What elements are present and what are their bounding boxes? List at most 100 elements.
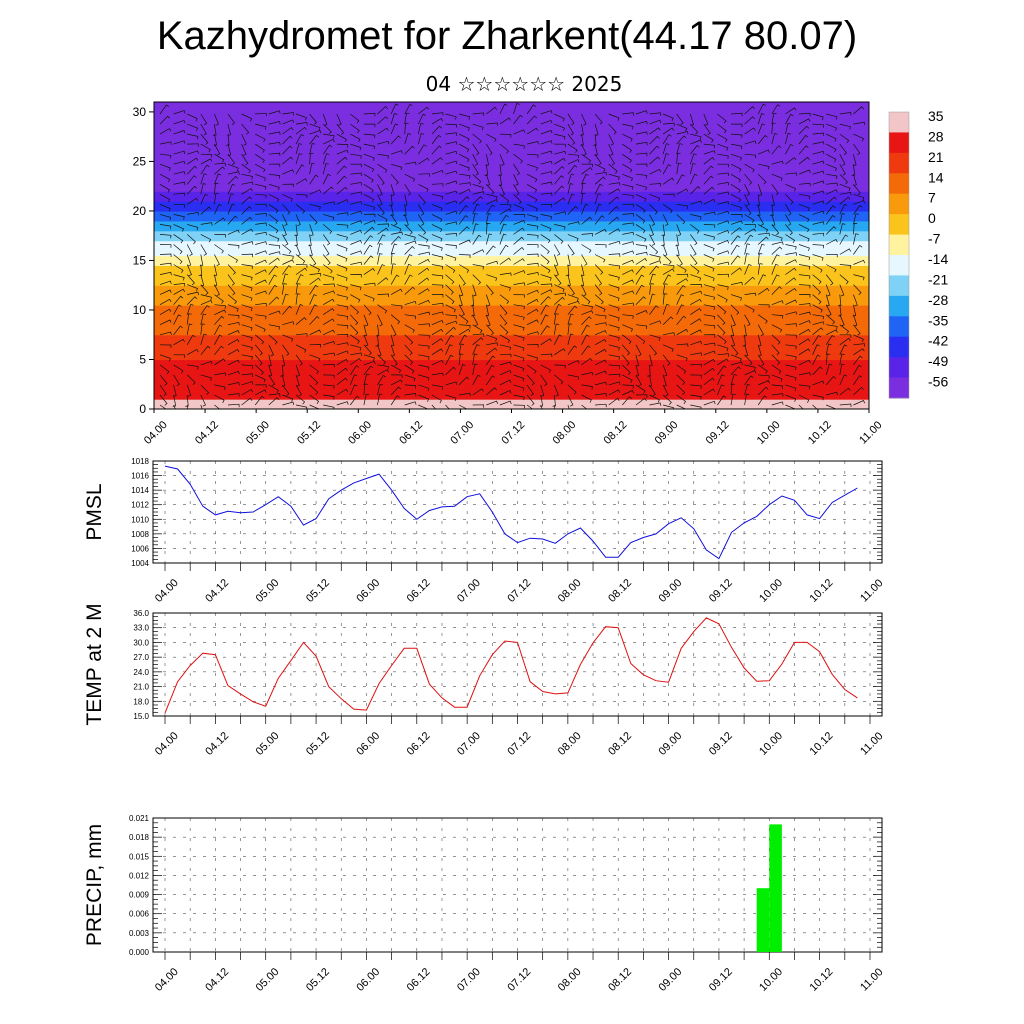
wind-barb: [757, 184, 763, 197]
x-tick-label: 09.00: [656, 966, 684, 994]
wind-barb: [744, 263, 752, 275]
wind-barb: [622, 222, 634, 226]
wind-barb: [540, 289, 553, 295]
wind-barb: [744, 243, 751, 255]
wind-barb: [499, 400, 512, 406]
wind-barb: [214, 113, 219, 126]
wind-barb: [404, 344, 413, 356]
wind-barb: [241, 397, 253, 406]
wind-barb: [241, 334, 253, 341]
wind-barb: [282, 293, 289, 305]
wind-barb: [486, 400, 499, 406]
wind-barb: [663, 193, 675, 198]
wind-barb: [785, 259, 797, 265]
y-tick-label: 1012: [131, 501, 149, 510]
wind-barb: [445, 180, 458, 185]
wind-barb: [690, 318, 702, 325]
temp-2m-chart: 15.018.021.024.027.030.033.036.004.00 04.…: [83, 603, 886, 757]
wind-barb: [241, 188, 253, 195]
temperature-band: [154, 260, 869, 267]
wind-barb: [200, 299, 213, 306]
colorbar-swatch: [889, 234, 909, 256]
wind-barb: [336, 212, 349, 216]
wind-barb: [363, 153, 375, 161]
wind-barb: [417, 204, 425, 216]
temperature-band: [154, 220, 869, 227]
wind-barb: [567, 284, 575, 296]
wind-barb: [404, 112, 410, 125]
wind-barb: [676, 131, 689, 135]
wind-barb: [798, 274, 811, 279]
colorbar-label: -7: [928, 231, 941, 247]
wind-barb: [567, 323, 573, 335]
wind-barb: [200, 173, 208, 185]
wind-barb: [241, 324, 253, 331]
wind-barb: [268, 224, 279, 234]
wind-barb: [254, 354, 263, 366]
wind-barb: [676, 113, 684, 125]
wind-barb: [431, 348, 444, 356]
wind-barb: [486, 245, 496, 255]
temperature-band: [154, 240, 869, 247]
wind-barb: [173, 203, 185, 208]
precip-bar: [756, 888, 770, 952]
wind-barb: [227, 113, 235, 125]
wind-barb: [485, 314, 491, 327]
wind-barb: [649, 119, 662, 125]
wind-barb: [485, 304, 490, 317]
wind-barb: [567, 113, 575, 126]
wind-barb: [839, 274, 849, 285]
wind-barb: [798, 294, 811, 298]
wind-barb: [200, 274, 205, 287]
wind-barb: [744, 370, 757, 376]
wind-barb: [798, 112, 811, 117]
wind-barb: [635, 344, 642, 357]
wind-barb: [159, 153, 172, 159]
wind-barb: [595, 403, 607, 408]
colorbar-label: 35: [928, 108, 944, 124]
wind-barb: [363, 255, 374, 265]
wind-barb: [214, 234, 226, 238]
wind-barb: [757, 386, 769, 396]
wind-barb: [595, 381, 607, 386]
wind-barb: [159, 344, 172, 348]
wind-barb: [255, 279, 267, 285]
wind-barb: [622, 203, 634, 208]
x-tick-label: 04.00: [153, 730, 181, 758]
wind-barb: [526, 374, 535, 386]
wind-barb: [771, 184, 779, 196]
wind-barb: [812, 141, 825, 145]
wind-barb: [363, 203, 375, 211]
wind-barb: [757, 135, 768, 145]
wind-barb: [295, 254, 306, 264]
wind-barb: [309, 189, 322, 195]
wind-barb: [377, 344, 382, 357]
wind-barb: [757, 173, 767, 185]
wind-barb: [635, 274, 645, 285]
wind-barb: [798, 394, 810, 403]
wind-barb: [187, 211, 199, 216]
wind-barb: [703, 150, 716, 155]
wind-barb: [662, 177, 675, 185]
wind-barb: [159, 331, 172, 336]
wind-barb: [622, 259, 634, 265]
wind-barb: [485, 233, 493, 245]
wind-barb: [730, 133, 743, 139]
wind-barb: [431, 284, 444, 289]
wind-barb: [757, 274, 766, 285]
wind-barb: [295, 134, 305, 145]
wind-barb: [322, 244, 330, 256]
wind-barb: [703, 123, 711, 135]
wind-barb: [159, 203, 171, 212]
temperature-band: [154, 324, 869, 331]
wind-barb: [390, 204, 394, 217]
x-tick-label: 08.00: [556, 577, 584, 605]
wind-barb: [350, 284, 362, 291]
wind-barb: [540, 140, 553, 145]
wind-barb: [552, 394, 556, 407]
wind-barb: [486, 204, 495, 215]
wind-barb: [322, 123, 332, 135]
wind-barb: [717, 123, 727, 134]
wind-barb: [214, 217, 226, 225]
wind-barb: [172, 394, 177, 407]
